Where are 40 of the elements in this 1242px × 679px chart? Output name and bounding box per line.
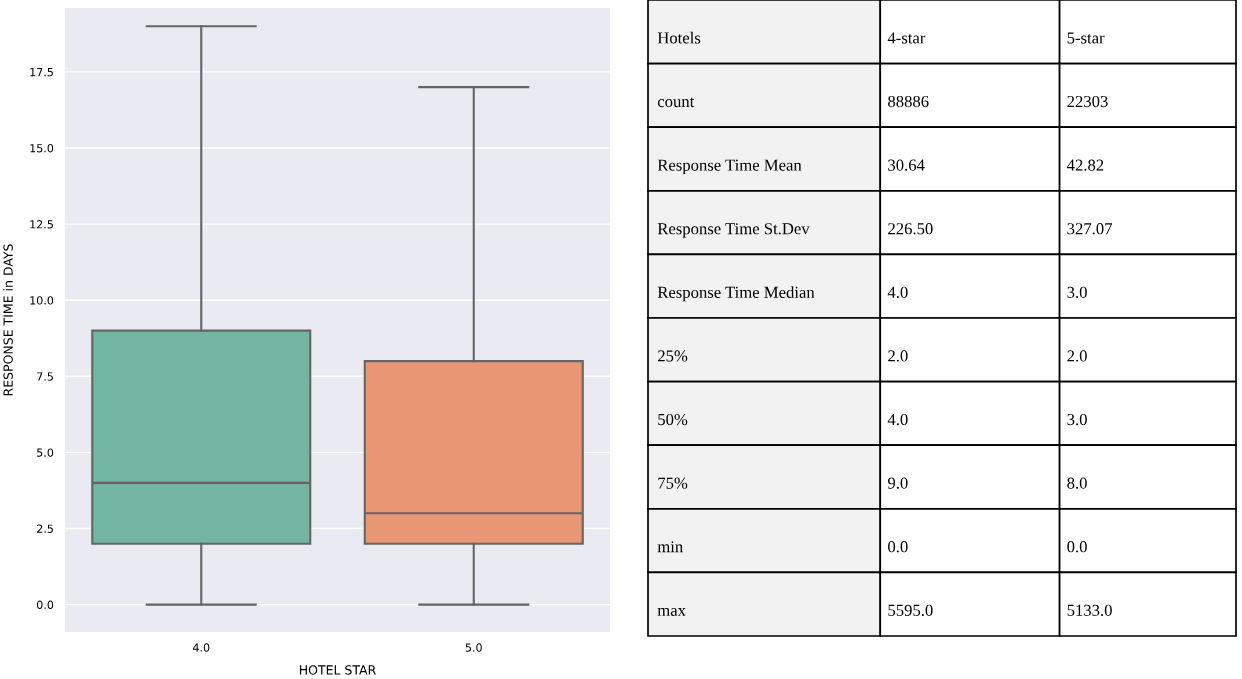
text: 226.50 [888, 223, 933, 235]
text: 9.0 [887, 477, 908, 489]
text: Response Time Mean [657, 159, 802, 175]
text: 22303 [1067, 95, 1108, 108]
text: 0.0 [888, 541, 908, 553]
text: Hotels [657, 31, 701, 44]
text: Response Time Median [657, 286, 815, 302]
text: 8.0 [1067, 477, 1087, 489]
text: 2.0 [888, 350, 908, 362]
text: 30.64 [888, 159, 925, 171]
y-tick-label: 5.0 [37, 448, 54, 457]
text: 25% [658, 350, 688, 362]
x-axis-title: HOTEL STAR [299, 665, 376, 675]
text: 42.82 [1066, 159, 1104, 171]
text: max [657, 607, 686, 616]
text: 327.07 [1067, 223, 1113, 235]
y-tick-label: 2.5 [37, 524, 53, 533]
text: 4.0 [887, 286, 908, 298]
text: 3.0 [1067, 286, 1087, 298]
text: 5133.0 [1067, 604, 1112, 616]
text: 2.0 [1067, 350, 1087, 362]
y-tick-label: 0.0 [36, 600, 54, 609]
y-tick-label: 17.5 [30, 68, 53, 77]
text: 88886 [888, 95, 929, 108]
y-tick-label: 15.0 [30, 143, 54, 153]
text: 75% [658, 477, 688, 489]
text: 5-star [1067, 32, 1105, 44]
text: min [657, 541, 683, 553]
text: 0.0 [1067, 541, 1087, 553]
text: count [657, 97, 695, 108]
text: 50% [658, 413, 688, 426]
y-axis-title: RESPONSE TIME in DAYS [3, 244, 13, 396]
text: Response Time St.Dev [657, 223, 810, 238]
text: 4.0 [887, 413, 908, 426]
y-tick-label: 12.5 [30, 220, 53, 229]
text: 5595.0 [888, 604, 933, 616]
y-tick-label: 7.5 [37, 372, 53, 381]
text: 3.0 [1067, 413, 1087, 426]
text: 4-star [887, 32, 926, 44]
y-tick-label: 10.0 [30, 296, 54, 305]
